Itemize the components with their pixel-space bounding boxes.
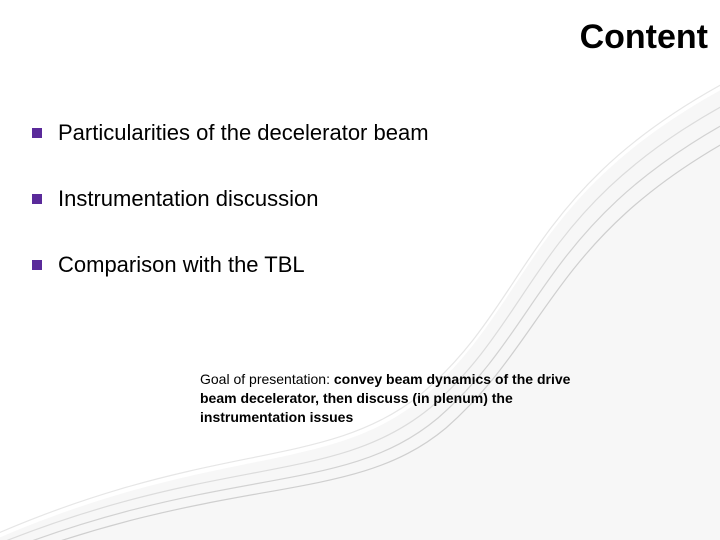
goal-paragraph: Goal of presentation: convey beam dynami… <box>200 370 580 427</box>
square-bullet-icon <box>32 128 42 138</box>
slide-title: Content <box>580 18 708 57</box>
goal-lead: Goal of presentation: <box>200 371 334 387</box>
square-bullet-icon <box>32 260 42 270</box>
list-item: Comparison with the TBL <box>32 252 429 278</box>
list-item: Particularities of the decelerator beam <box>32 120 429 146</box>
bullet-list: Particularities of the decelerator beam … <box>32 120 429 318</box>
bullet-text: Instrumentation discussion <box>58 186 318 212</box>
list-item: Instrumentation discussion <box>32 186 429 212</box>
square-bullet-icon <box>32 194 42 204</box>
bullet-text: Particularities of the decelerator beam <box>58 120 429 146</box>
bullet-text: Comparison with the TBL <box>58 252 305 278</box>
